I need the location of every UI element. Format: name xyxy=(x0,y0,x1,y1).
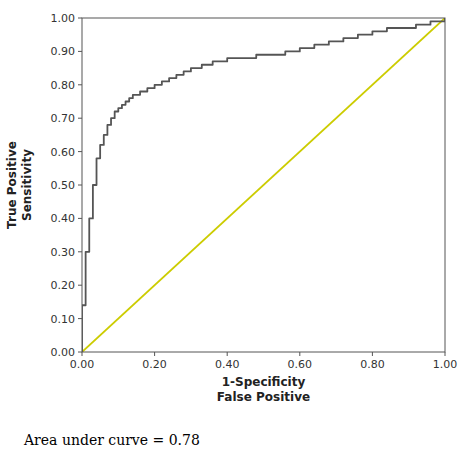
x-tick xyxy=(82,352,83,356)
y-tick-label: 0.70 xyxy=(51,112,76,125)
plot-frame xyxy=(82,18,445,352)
x-tick xyxy=(445,352,446,356)
x-tick-label: 0.40 xyxy=(215,358,240,371)
y-tick-label: 0.00 xyxy=(51,346,76,359)
x-tick xyxy=(154,352,155,356)
x-tick-label: 0.80 xyxy=(360,358,385,371)
y-tick xyxy=(78,352,82,353)
y-tick-label: 0.90 xyxy=(51,45,76,58)
x-tick-label: 1.00 xyxy=(433,358,458,371)
y-tick-label: 0.80 xyxy=(51,79,76,92)
y-tick-label: 0.10 xyxy=(51,313,76,326)
annotation: Area under curve = 0.78 xyxy=(23,432,200,448)
y-axis-label-line: Sensitivity xyxy=(20,149,34,221)
y-axis-label-line: True Positive xyxy=(5,141,19,229)
x-tick-label: 0.00 xyxy=(70,358,95,371)
y-tick xyxy=(78,51,82,52)
reference-line xyxy=(82,18,445,352)
x-tick xyxy=(227,352,228,356)
y-tick xyxy=(78,18,82,19)
chart: 0.00 0.20 0.40 0.60 0.80 1.00 0.00 0.10 0.20 0.30… xyxy=(0,0,463,467)
x-tick-label: 0.60 xyxy=(288,358,313,371)
x-tick xyxy=(299,352,300,356)
y-tick-label: 0.20 xyxy=(51,279,76,292)
y-tick xyxy=(78,218,82,219)
y-axis-label: True PositiveSensitivity xyxy=(5,141,34,229)
background xyxy=(0,0,463,467)
y-tick xyxy=(78,118,82,119)
roc-curve xyxy=(82,18,445,352)
x-tick-label: 0.20 xyxy=(142,358,167,371)
y-tick xyxy=(78,185,82,186)
y-tick-label: 0.40 xyxy=(51,212,76,225)
y-tick-label: 0.50 xyxy=(51,179,76,192)
y-tick xyxy=(78,285,82,286)
x-axis-label-line: False Positive xyxy=(217,390,310,404)
y-tick xyxy=(78,318,82,319)
plot-area xyxy=(82,18,445,352)
y-tick-label: 0.30 xyxy=(51,246,76,259)
y-tick xyxy=(78,151,82,152)
y-tick xyxy=(78,84,82,85)
y-tick-label: 1.00 xyxy=(51,12,76,25)
x-axis-label-line: 1-Specificity xyxy=(222,375,306,389)
x-tick xyxy=(372,352,373,356)
y-tick-label: 0.60 xyxy=(51,146,76,159)
x-axis-label: 1-SpecificityFalse Positive xyxy=(217,375,310,404)
y-tick xyxy=(78,251,82,252)
